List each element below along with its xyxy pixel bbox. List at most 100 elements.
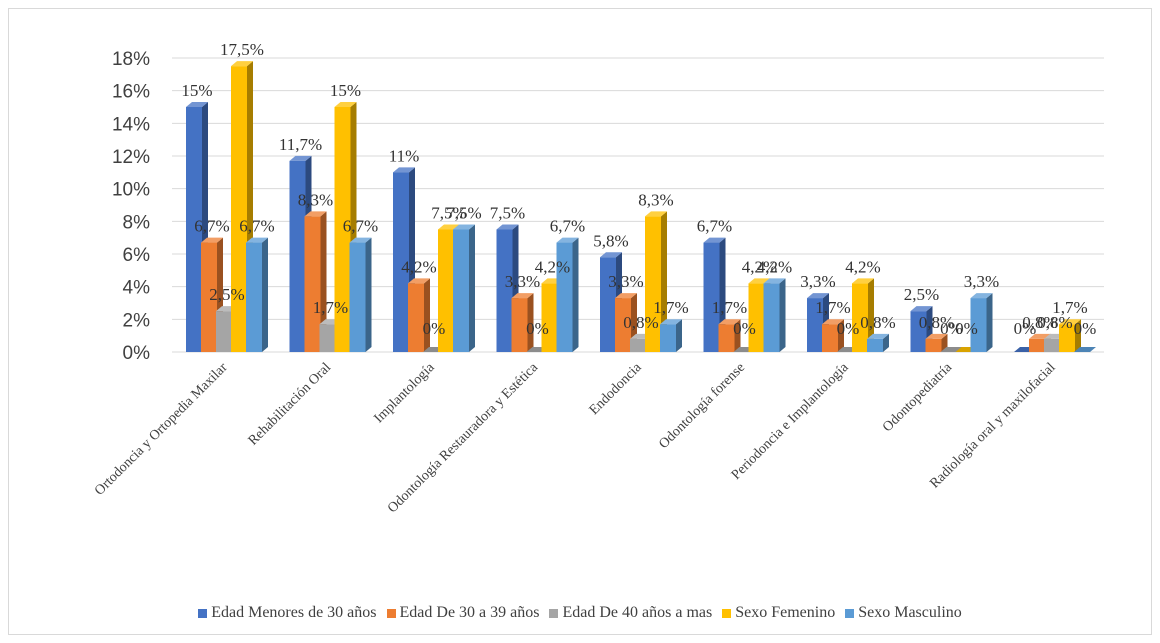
data-label: 1,7%: [712, 298, 747, 317]
bar: [763, 278, 786, 352]
data-label: 1,7%: [1052, 298, 1087, 317]
legend-swatch: [722, 608, 732, 618]
bars: [186, 61, 1096, 353]
y-tick-label: 6%: [123, 245, 151, 266]
x-tick-label: Odontopediatría: [880, 360, 955, 435]
data-label: 3,3%: [608, 272, 643, 291]
bar: [718, 319, 741, 352]
bar: [925, 333, 948, 352]
bar: [246, 237, 268, 352]
x-tick-label: Odontología forense: [656, 360, 748, 452]
legend-label: Sexo Masculino: [858, 604, 962, 621]
bar: [556, 237, 579, 352]
legend-label: Edad De 40 años a mas: [562, 604, 713, 621]
data-labels: 15% 6,7% 2,5% 17,5% 6,7% 11,7% 8,3% 1,7% 15% 6,7%…: [181, 40, 1096, 338]
data-label: 6,7%: [550, 217, 585, 236]
data-label: 6,7%: [697, 217, 732, 236]
data-label: 0,8%: [1022, 313, 1057, 332]
data-label: 17,5%: [220, 40, 264, 59]
y-tick-label: 10%: [112, 180, 150, 201]
data-label: 7,5%: [431, 204, 466, 223]
y-tick-label: 16%: [112, 82, 150, 103]
data-label: 3,3%: [964, 272, 999, 291]
bar: [408, 278, 430, 352]
x-tick-label: Endodoncia: [587, 360, 645, 418]
data-label: 1,7%: [815, 298, 850, 317]
data-label: 0%: [837, 319, 860, 338]
data-label: 8,3%: [298, 190, 333, 209]
data-label: 4,2%: [742, 257, 777, 276]
data-label: 6,7%: [194, 217, 229, 236]
legend: Edad Menores de 30 años Edad De 30 a 39 a…: [0, 604, 1160, 622]
legend-item: Edad De 40 años a mas: [549, 604, 712, 622]
data-label: 1,7%: [313, 298, 348, 317]
bar: [852, 278, 874, 352]
legend-label: Edad De 30 a 39 años: [399, 604, 540, 621]
x-tick-label: Radiología oral y maxilofacial: [927, 360, 1058, 491]
data-label: 0%: [940, 319, 963, 338]
bar: [822, 319, 844, 352]
y-tick-label: 8%: [123, 212, 151, 233]
y-tick-label: 12%: [112, 147, 150, 168]
data-label: 0,8%: [1037, 313, 1072, 332]
x-tick-label: Ortodoncia y Ortopedia Maxilar: [92, 360, 231, 499]
y-axis-ticks: 0% 2% 4% 6% 8% 10% 12% 14% 16% 18%: [112, 49, 150, 364]
data-label: 0%: [955, 319, 978, 338]
legend-label: Edad Menores de 30 años: [211, 604, 377, 621]
legend-label: Sexo Femenino: [735, 604, 836, 621]
data-label: 7,5%: [446, 204, 481, 223]
data-label: 2,5%: [209, 285, 244, 304]
y-tick-label: 2%: [123, 310, 151, 331]
data-label: 0%: [423, 319, 446, 338]
data-label: 0,8%: [860, 313, 895, 332]
bar: [511, 293, 534, 352]
data-label: 0%: [1074, 319, 1097, 338]
bar: [660, 319, 682, 352]
data-label: 4,2%: [845, 257, 880, 276]
data-label: 15%: [181, 81, 212, 100]
data-label: 4,2%: [535, 257, 570, 276]
data-label: 0,8%: [623, 313, 658, 332]
bar: [453, 224, 475, 352]
chart-svg: 0% 2% 4% 6% 8% 10% 12% 14% 16% 18% 15% 6,7% 2,5% 17,…: [92, 40, 1104, 517]
data-label: 6,7%: [343, 217, 378, 236]
data-label: 3,3%: [800, 272, 835, 291]
data-label: 6,7%: [239, 217, 274, 236]
bar: [1059, 319, 1081, 352]
x-axis-ticks: Ortodoncia y Ortopedia Maxilar Rehabilita…: [92, 360, 1059, 517]
bar: [645, 211, 667, 352]
legend-item: Sexo Femenino: [722, 604, 835, 622]
data-label: 3,3%: [505, 272, 540, 291]
y-tick-label: 4%: [123, 278, 151, 299]
data-label: 4,2%: [757, 257, 792, 276]
x-tick-label: Implantología: [371, 360, 438, 427]
legend-item: Edad De 30 a 39 años: [386, 604, 540, 622]
y-tick-label: 0%: [123, 343, 151, 364]
data-label: 11,7%: [279, 135, 322, 154]
data-label: 4,2%: [401, 257, 436, 276]
data-label: 7,5%: [490, 204, 525, 223]
data-label: 0%: [733, 319, 756, 338]
bar: [304, 211, 327, 352]
y-tick-label: 14%: [112, 114, 150, 135]
legend-swatch: [549, 608, 559, 618]
data-label: 11%: [389, 146, 420, 165]
legend-item: Sexo Masculino: [845, 604, 962, 622]
bar: [349, 237, 372, 352]
x-tick-label: Periodoncia e Implantología: [729, 360, 852, 483]
data-label: 1,7%: [653, 298, 688, 317]
legend-item: Edad Menores de 30 años: [198, 604, 377, 622]
data-label: 2,5%: [904, 285, 939, 304]
data-label: 0,8%: [919, 313, 954, 332]
data-label: 0%: [526, 319, 549, 338]
bar: [1074, 347, 1096, 352]
bar: [867, 333, 889, 352]
data-label: 8,3%: [638, 190, 673, 209]
y-tick-label: 18%: [112, 49, 150, 70]
legend-swatch: [198, 608, 208, 618]
legend-swatch: [845, 608, 855, 618]
data-label: 0%: [1014, 319, 1037, 338]
bar: [970, 293, 993, 352]
x-tick-label: Rehabilitación Oral: [246, 360, 334, 448]
data-label: 15%: [330, 81, 361, 100]
